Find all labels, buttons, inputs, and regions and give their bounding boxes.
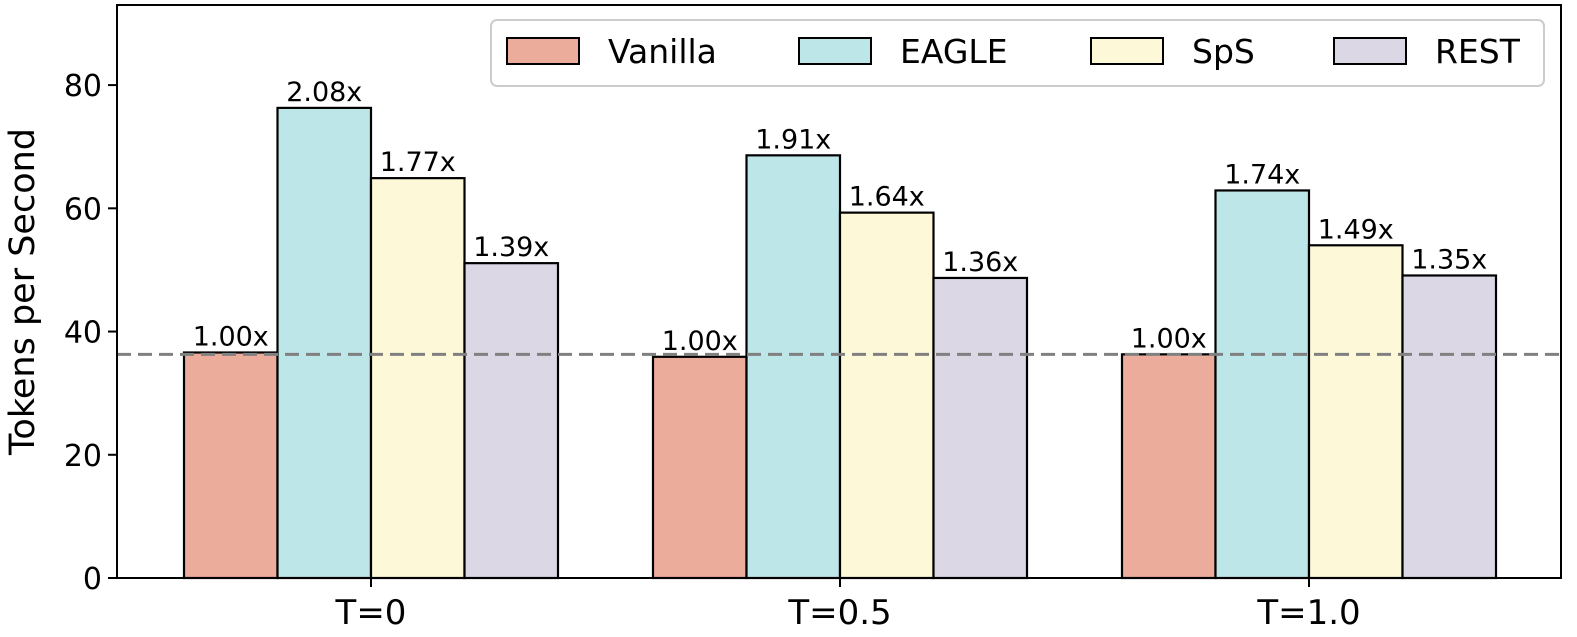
data-label-sps-2: 1.49x [1318, 214, 1394, 245]
data-label-vanilla-1: 1.00x [662, 326, 738, 357]
y-tick-label-0: 0 [83, 562, 102, 597]
y-axis-label: Tokens per Second [3, 128, 43, 456]
data-label-sps-1: 1.64x [849, 182, 925, 213]
legend-label-vanilla: Vanilla [608, 32, 717, 71]
bar-eagle-1 [745, 154, 842, 580]
legend-label-sps: SpS [1192, 32, 1255, 71]
legend-swatch-sps [1090, 37, 1164, 65]
y-tick-label-20: 20 [64, 439, 102, 474]
bar-sps-1 [838, 211, 935, 580]
data-label-rest-1: 1.36x [942, 247, 1018, 278]
x-tick-label-2: T=1.0 [1256, 593, 1360, 633]
data-label-sps-0: 1.77x [380, 147, 456, 178]
bar-vanilla-2 [1120, 353, 1217, 580]
bar-eagle-2 [1214, 189, 1311, 580]
bar-sps-2 [1307, 244, 1404, 580]
data-label-rest-0: 1.39x [473, 232, 549, 263]
y-tick-label-80: 80 [64, 69, 102, 104]
y-tick-label-60: 60 [64, 192, 102, 227]
legend: Vanilla EAGLE SpS REST [490, 19, 1545, 87]
y-axis: 0 20 40 60 80 [64, 69, 117, 597]
data-labels-layer: 1.00x 1.00x 1.00x 2.08x 1.91x 1.74x 1.77x 1.64x… [193, 77, 1488, 357]
data-label-eagle-0: 2.08x [286, 77, 362, 108]
x-axis: T=0 T=0.5 T=1.0 [335, 578, 1361, 633]
data-label-eagle-2: 1.74x [1224, 159, 1300, 190]
data-label-rest-2: 1.35x [1411, 244, 1487, 275]
legend-swatch-eagle [798, 37, 872, 65]
legend-swatch-rest [1333, 37, 1407, 65]
bar-rest-1 [932, 276, 1029, 580]
bars-layer [182, 106, 1498, 580]
bar-rest-0 [463, 262, 560, 580]
bar-eagle-0 [276, 106, 373, 580]
data-label-vanilla-0: 1.00x [193, 321, 269, 352]
y-tick-label-40: 40 [64, 316, 102, 351]
bar-vanilla-1 [651, 355, 748, 580]
data-label-eagle-1: 1.91x [755, 124, 831, 155]
bar-sps-0 [369, 177, 466, 580]
legend-label-rest: REST [1435, 32, 1521, 71]
bar-rest-2 [1401, 274, 1498, 580]
x-tick-label-0: T=0 [335, 593, 407, 633]
legend-label-eagle: EAGLE [900, 32, 1008, 71]
bar-vanilla-0 [182, 351, 279, 580]
legend-swatch-vanilla [506, 37, 580, 65]
legend-frame [490, 19, 1545, 87]
x-tick-label-1: T=0.5 [787, 593, 891, 633]
data-label-vanilla-2: 1.00x [1131, 323, 1207, 354]
